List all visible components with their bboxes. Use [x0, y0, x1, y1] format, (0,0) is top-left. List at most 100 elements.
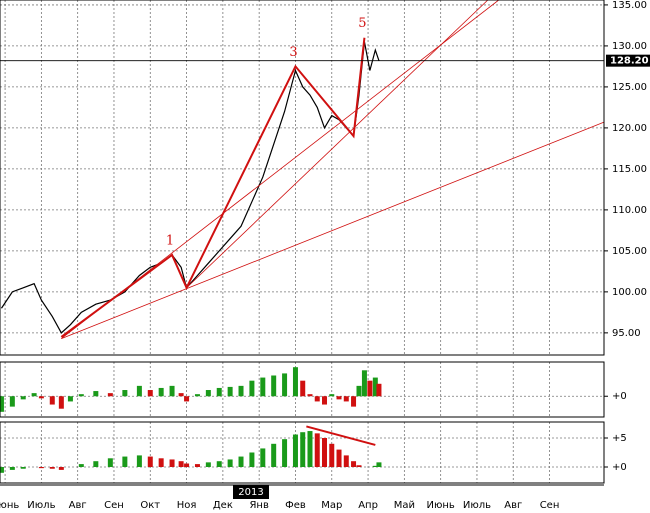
y-tick-label: 100.00	[612, 287, 647, 298]
histogram-bar	[178, 461, 184, 467]
year-label: 2013	[238, 487, 263, 498]
histogram-bar	[49, 466, 55, 469]
histogram-bar	[216, 387, 222, 397]
wave-line	[60, 37, 366, 338]
histogram-bar	[227, 386, 233, 397]
y-tick-label: 105.00	[612, 246, 647, 257]
histogram-bar	[343, 396, 349, 402]
histogram-bar	[93, 461, 99, 467]
histogram-bar	[314, 433, 320, 467]
histogram-bar	[372, 377, 378, 397]
histogram-bar	[238, 385, 244, 397]
panel-frame	[0, 421, 605, 484]
histogram-bar	[78, 394, 84, 397]
last-price-label: 128.20	[610, 56, 649, 67]
x-tick-label: Ноя	[177, 500, 197, 511]
histogram-bar	[107, 393, 113, 397]
x-tick-label: Сен	[104, 500, 124, 511]
wave-label: 5	[358, 16, 366, 31]
x-tick-label: Май	[394, 500, 415, 511]
x-tick-label: Июль	[463, 500, 491, 511]
histogram-bar	[336, 396, 342, 400]
histogram-bar	[260, 448, 266, 467]
histogram-bar	[122, 390, 128, 397]
x-tick-label: Сен	[540, 500, 560, 511]
panel-frame	[0, 0, 605, 356]
histogram-bar	[78, 464, 84, 467]
y-tick-label: 120.00	[612, 123, 647, 134]
y-tick-label: +0	[612, 391, 627, 402]
histogram-bar	[184, 463, 190, 467]
histogram-bar	[307, 394, 313, 397]
wave-label: 3	[289, 45, 297, 60]
histogram-bar	[205, 462, 211, 467]
histogram-bar	[158, 458, 164, 467]
histogram-bar	[136, 385, 142, 397]
histogram-bar	[376, 383, 382, 397]
histogram-bar	[329, 394, 335, 397]
divergence-line	[306, 425, 376, 446]
histogram-bar	[300, 380, 306, 397]
histogram-bar	[58, 396, 64, 409]
x-tick-label: Дек	[213, 500, 233, 511]
histogram-bar	[184, 396, 190, 402]
x-tick-label: Фев	[285, 500, 306, 511]
x-tick-label: Апр	[358, 500, 378, 511]
histogram-bar	[307, 431, 313, 467]
histogram-bar	[282, 439, 288, 467]
histogram-bar	[351, 396, 357, 407]
histogram-bar	[158, 387, 164, 397]
histogram-bar	[343, 455, 349, 467]
histogram-bar	[322, 396, 328, 405]
histogram-bar	[314, 396, 320, 402]
panel-frame	[0, 361, 605, 418]
histogram-bar	[292, 434, 298, 467]
histogram-bar	[67, 396, 73, 402]
histogram-bar	[271, 443, 277, 467]
y-tick-label: 130.00	[612, 41, 647, 52]
histogram-bar	[205, 390, 211, 397]
year-box	[233, 485, 269, 499]
histogram-bar	[356, 465, 362, 467]
histogram-bar	[336, 449, 342, 467]
x-tick-label: Июнь	[0, 500, 19, 511]
histogram-bar	[271, 375, 277, 397]
y-tick-label: 110.00	[612, 205, 647, 216]
histogram-bar	[227, 459, 233, 467]
histogram-bar	[93, 391, 99, 397]
y-tick-label: 135.00	[612, 0, 647, 11]
x-tick-label: Мар	[321, 500, 342, 511]
histogram-bar	[282, 373, 288, 397]
histogram-bar	[260, 377, 266, 397]
x-tick-label: Янв	[249, 500, 268, 511]
histogram-bar	[322, 438, 328, 467]
histogram-bar	[376, 462, 382, 467]
histogram-bar	[300, 432, 306, 467]
histogram-bar	[107, 458, 113, 467]
histogram-bar	[147, 456, 153, 467]
histogram-bar	[38, 396, 44, 399]
x-tick-label: Авг	[69, 500, 87, 511]
y-tick-label: 115.00	[612, 164, 647, 175]
trend-line	[186, 0, 489, 289]
histogram-bar	[122, 456, 128, 467]
histogram-bar	[216, 461, 222, 467]
histogram-bar	[238, 456, 244, 467]
last-price-box	[606, 54, 650, 67]
histogram-bar	[194, 464, 200, 467]
histogram-bar	[20, 466, 26, 469]
histogram-bar	[178, 393, 184, 397]
histogram-bar	[169, 459, 175, 467]
histogram-bar	[367, 380, 373, 397]
histogram-bar	[351, 461, 357, 467]
histogram-bar	[38, 466, 44, 469]
y-tick-label: 125.00	[612, 82, 647, 93]
histogram-bar	[9, 396, 15, 407]
histogram-bar	[169, 385, 175, 397]
histogram-bar	[356, 385, 362, 397]
histogram-bar	[292, 367, 298, 397]
histogram-bar	[249, 452, 255, 467]
histogram-bar	[372, 465, 378, 467]
